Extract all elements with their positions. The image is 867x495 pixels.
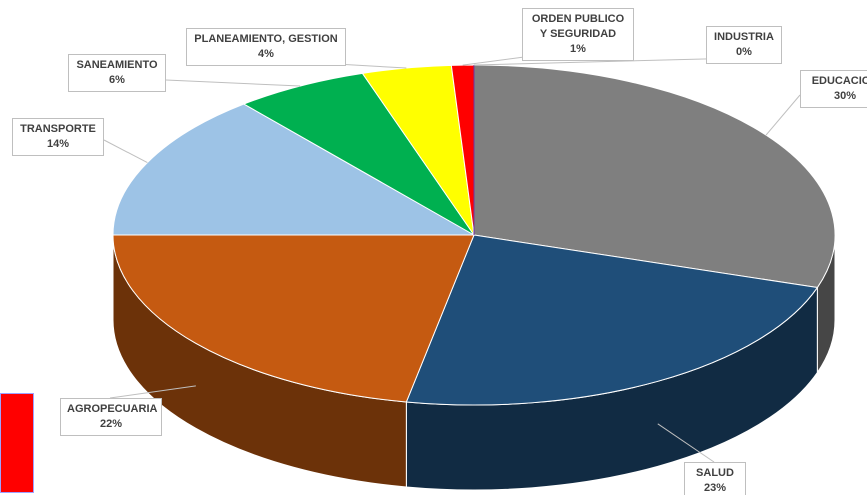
label-name: INDUSTRIA	[714, 31, 774, 43]
label-name: PLANEAMIENTO, GESTION	[194, 33, 338, 45]
slice	[112, 103, 476, 236]
slice	[112, 234, 475, 403]
data-label: TRANSPORTE 14%	[12, 118, 104, 156]
data-label: AGROPECUARIA 22%	[60, 398, 162, 436]
leader-line	[657, 423, 715, 463]
slice	[242, 72, 475, 236]
label-value: 4%	[258, 48, 274, 60]
label-name: SANEAMIENTO	[76, 59, 158, 71]
label-value: 22%	[99, 418, 123, 430]
data-label: INDUSTRIA 0%	[706, 26, 782, 64]
data-label: SANEAMIENTO 6%	[68, 54, 166, 92]
leader-line	[109, 385, 196, 399]
label-name: AGROPECUARIA	[67, 403, 158, 415]
decoration-box	[0, 393, 34, 493]
label-value: 30%	[833, 90, 857, 102]
label-value: 0%	[736, 46, 752, 58]
data-label: ORDEN PUBLICO Y SEGURIDAD 1%	[522, 8, 634, 61]
label-name: TRANSPORTE	[20, 123, 96, 135]
label-name: EDUCACION	[811, 75, 867, 87]
data-label: PLANEAMIENTO, GESTION 4%	[186, 28, 346, 66]
label-name: ORDEN PUBLICO Y SEGURIDAD	[531, 13, 625, 40]
label-name: SALUD	[696, 467, 734, 479]
label-value: 6%	[109, 74, 125, 86]
label-value: 1%	[570, 43, 586, 55]
slice	[473, 64, 836, 289]
slice	[405, 234, 819, 406]
leader-line	[103, 139, 148, 164]
data-label: EDUCACION 30%	[800, 70, 867, 108]
label-value: 14%	[46, 138, 70, 150]
data-label: SALUD 23%	[684, 462, 746, 495]
leader-line	[473, 57, 744, 66]
leader-line	[765, 94, 801, 136]
leader-line	[165, 79, 301, 87]
label-value: 23%	[703, 482, 727, 494]
